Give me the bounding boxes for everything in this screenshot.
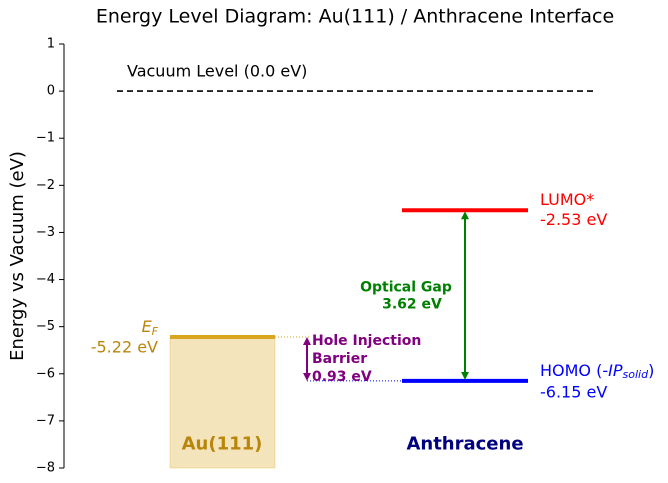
- fermi-value: -5.22 eV: [91, 338, 158, 357]
- homo-label-part: HOMO (-: [540, 360, 608, 379]
- y-tick-label: −3: [36, 225, 55, 240]
- chart-title: Energy Level Diagram: Au(111) / Anthrace…: [96, 6, 614, 28]
- y-tick-label: −6: [36, 366, 55, 381]
- substrate-name: Au(111): [182, 433, 263, 454]
- homo-value: -6.15 eV: [540, 382, 607, 401]
- lumo-label: LUMO*: [540, 190, 594, 209]
- y-tick-label: 1: [47, 37, 55, 52]
- fermi-symbol-sub: F: [152, 325, 159, 338]
- barrier-label: Hole Injection: [312, 333, 421, 349]
- homo-label-part: IP: [608, 360, 623, 379]
- y-tick-label: −2: [36, 178, 55, 193]
- metal-fill: [169, 336, 276, 469]
- homo-label-part: ): [648, 360, 654, 379]
- y-tick-label: −7: [36, 413, 55, 428]
- y-axis-label: Energy vs Vacuum (eV): [7, 151, 28, 361]
- barrier-value: 0.93 eV: [312, 369, 372, 385]
- homo-label: HOMO (-IPsolid): [540, 360, 654, 381]
- y-tick-label: −5: [36, 319, 55, 334]
- vacuum-label: Vacuum Level (0.0 eV): [127, 62, 307, 81]
- y-tick-label: −4: [36, 272, 55, 287]
- homo-label-part: solid: [623, 368, 650, 381]
- lumo-value: -2.53 eV: [540, 210, 607, 229]
- optical-gap-value: 3.62 eV: [382, 297, 442, 313]
- y-tick-label: −1: [36, 131, 55, 146]
- optical-gap-label: Optical Gap: [360, 280, 452, 296]
- molecule-name: Anthracene: [406, 433, 523, 454]
- y-tick-label: 0: [47, 84, 55, 99]
- barrier-label: Barrier: [312, 351, 367, 367]
- fermi-symbol: EF: [142, 317, 159, 339]
- fermi-symbol-main: E: [142, 317, 153, 336]
- y-tick-label: −8: [36, 461, 55, 476]
